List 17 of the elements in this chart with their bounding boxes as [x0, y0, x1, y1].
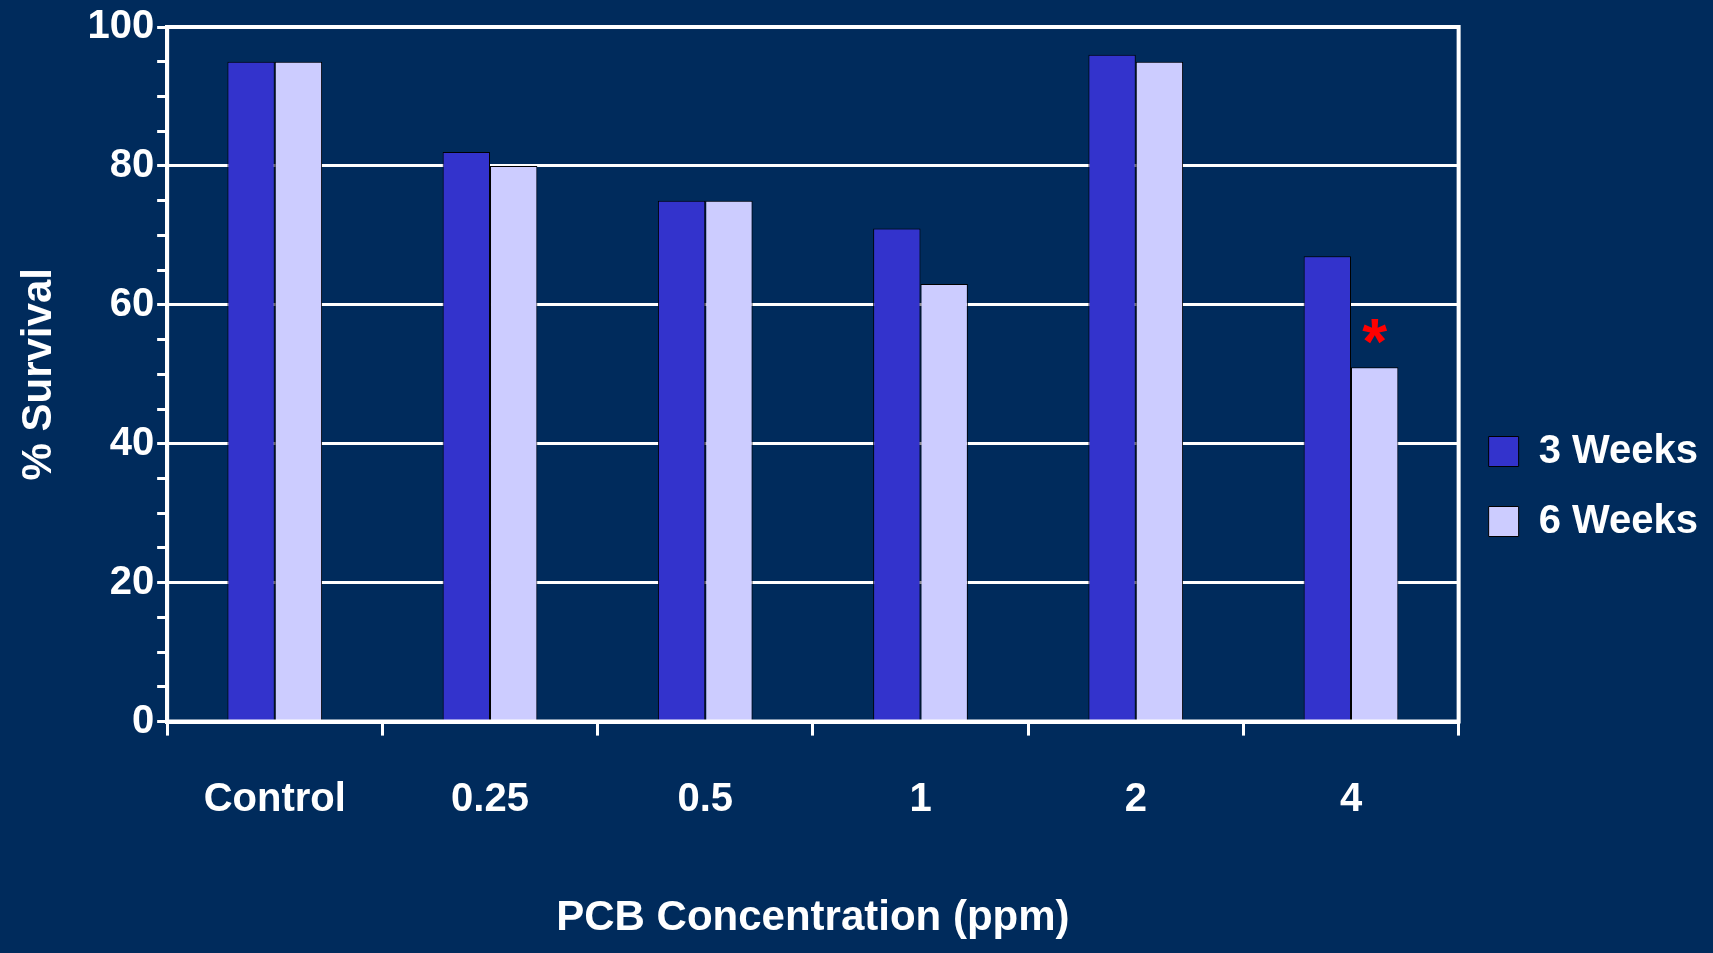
x-tick-label: Control: [203, 774, 346, 819]
y-tick-label: 100: [87, 2, 155, 47]
legend-label: 3 Weeks: [1538, 426, 1698, 471]
y-tick-label: 60: [109, 279, 155, 324]
y-tick-label: 0: [131, 696, 155, 741]
x-tick-label: 0.5: [677, 774, 734, 819]
x-tick-label: 0.25: [451, 774, 529, 819]
x-tick-label: 1: [909, 774, 932, 819]
y-axis-title: % Survival: [12, 268, 60, 481]
x-tick-label: 2: [1124, 774, 1147, 819]
x-tick-label: 4: [1339, 774, 1363, 819]
y-tick-label: 40: [109, 418, 155, 463]
y-tick-label: 20: [109, 557, 155, 602]
annotation: *: [1362, 306, 1388, 379]
y-tick-label: 80: [109, 140, 155, 185]
x-axis-title: PCB Concentration (ppm): [556, 892, 1070, 940]
legend-label: 6 Weeks: [1538, 496, 1698, 541]
